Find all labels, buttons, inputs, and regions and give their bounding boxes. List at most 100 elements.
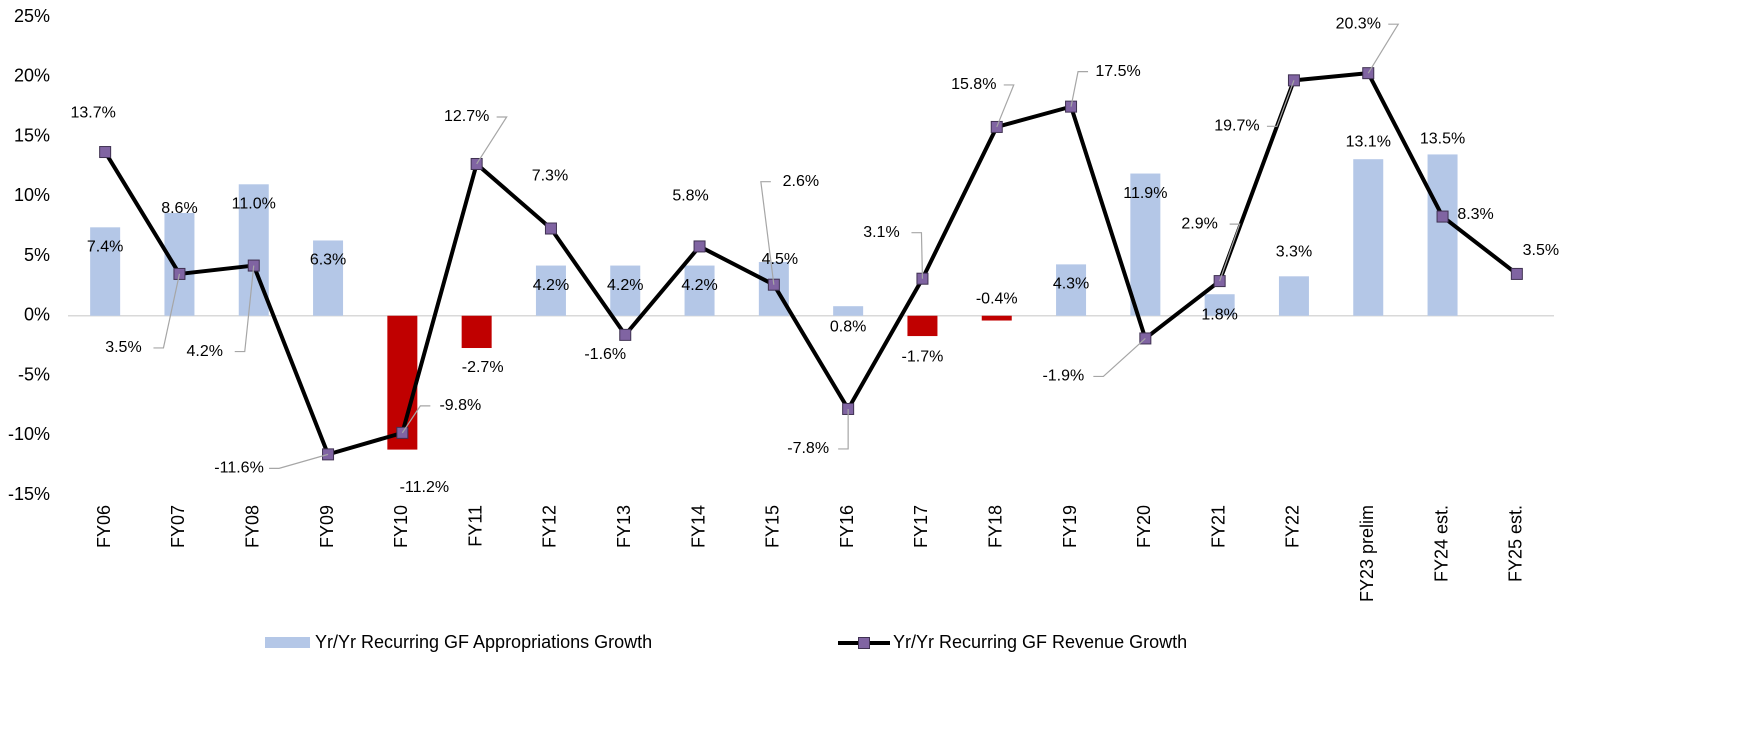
x-tick-label: FY08 bbox=[243, 505, 263, 548]
line-value-label: 19.7% bbox=[1214, 118, 1259, 135]
marker bbox=[693, 240, 706, 253]
line-value-label: -7.8% bbox=[787, 440, 829, 457]
bar-value-label: 0.8% bbox=[830, 318, 866, 335]
y-tick-label: -15% bbox=[8, 484, 50, 504]
x-tick-label: FY11 bbox=[465, 505, 485, 547]
bar bbox=[833, 306, 864, 316]
line-value-label: -9.8% bbox=[439, 397, 481, 414]
bar bbox=[981, 315, 1012, 321]
bar-value-label: -0.4% bbox=[976, 291, 1018, 308]
legend-label: Yr/Yr Recurring GF Appropriations Growth bbox=[315, 632, 652, 652]
bar-value-label: 1.8% bbox=[1201, 306, 1237, 323]
line-value-label: 7.3% bbox=[532, 168, 568, 185]
bar bbox=[1427, 154, 1458, 316]
line-value-label: 2.9% bbox=[1181, 215, 1217, 232]
leader-line bbox=[476, 116, 508, 165]
bar-value-label: 4.2% bbox=[533, 277, 569, 294]
line-value-label: -11.6% bbox=[214, 460, 264, 477]
y-tick-label: 0% bbox=[24, 305, 50, 325]
bar bbox=[535, 265, 566, 316]
x-tick-label: FY09 bbox=[317, 505, 337, 548]
line-value-label: 3.5% bbox=[105, 339, 141, 356]
bar-value-label: -2.7% bbox=[462, 359, 504, 376]
x-tick-label: FY14 bbox=[688, 505, 708, 548]
leader-line bbox=[1219, 223, 1241, 282]
bar-value-label: 6.3% bbox=[310, 252, 346, 269]
leader-line bbox=[1266, 80, 1295, 127]
line-value-label: 4.2% bbox=[187, 343, 223, 360]
leader-line bbox=[401, 405, 431, 434]
x-tick-label: FY19 bbox=[1060, 505, 1080, 548]
leader-line bbox=[153, 273, 181, 349]
y-tick-label: 15% bbox=[14, 125, 50, 145]
bar-value-label: -11.2% bbox=[400, 479, 450, 496]
bar bbox=[1056, 264, 1087, 316]
legend-label: Yr/Yr Recurring GF Revenue Growth bbox=[893, 632, 1187, 652]
leader-line bbox=[760, 181, 775, 285]
leader-line bbox=[911, 232, 924, 279]
bar-value-label: 3.3% bbox=[1276, 244, 1312, 261]
x-tick-label: FY21 bbox=[1208, 505, 1228, 548]
y-tick-label: 20% bbox=[14, 66, 50, 86]
bar-value-label: 4.5% bbox=[762, 251, 798, 268]
marker bbox=[619, 328, 632, 341]
bar-value-label: 7.4% bbox=[87, 239, 123, 256]
y-tick-label: 10% bbox=[14, 185, 50, 205]
legend-marker bbox=[858, 637, 870, 649]
x-tick-label: FY22 bbox=[1283, 505, 1303, 548]
bar-value-label: 11.0% bbox=[232, 196, 276, 213]
bar bbox=[164, 212, 195, 316]
marker bbox=[99, 146, 112, 159]
leader-line bbox=[1367, 23, 1400, 74]
x-tick-label: FY18 bbox=[986, 505, 1006, 548]
x-tick-label: FY16 bbox=[837, 505, 857, 548]
legend-swatch bbox=[265, 637, 310, 648]
leader-line bbox=[838, 408, 849, 450]
marker bbox=[1436, 210, 1449, 223]
x-tick-label: FY07 bbox=[168, 505, 188, 548]
bar-value-label: 13.5% bbox=[1420, 131, 1465, 148]
bar bbox=[90, 227, 121, 316]
y-tick-label: -10% bbox=[8, 424, 50, 444]
bar bbox=[1278, 276, 1309, 316]
line-value-label: 17.5% bbox=[1095, 63, 1140, 80]
bar bbox=[1204, 294, 1235, 316]
y-tick-label: -5% bbox=[18, 364, 50, 384]
bar-value-label: 4.2% bbox=[607, 277, 643, 294]
line-value-label: 15.8% bbox=[951, 76, 996, 93]
bar-value-label: 4.3% bbox=[1053, 276, 1089, 293]
bar bbox=[907, 315, 938, 337]
x-tick-label: FY06 bbox=[94, 505, 114, 548]
marker bbox=[544, 222, 557, 235]
leader-line bbox=[1070, 71, 1089, 107]
bar-value-label: 11.9% bbox=[1123, 185, 1167, 202]
line-value-label: 3.5% bbox=[1523, 242, 1559, 259]
leader-line bbox=[1093, 338, 1146, 378]
line-value-label: 2.6% bbox=[783, 173, 819, 190]
x-tick-label: FY12 bbox=[540, 505, 560, 548]
line-value-label: 5.8% bbox=[672, 188, 708, 205]
line-value-label: 12.7% bbox=[444, 108, 489, 125]
bar bbox=[461, 315, 492, 349]
line-value-label: 3.1% bbox=[863, 224, 899, 241]
leader-line bbox=[234, 265, 255, 353]
x-tick-label: FY23 prelim bbox=[1357, 505, 1377, 602]
y-tick-label: 5% bbox=[24, 245, 50, 265]
line-value-label: 8.3% bbox=[1457, 206, 1493, 223]
bar-value-label: 4.2% bbox=[681, 277, 717, 294]
bar bbox=[1130, 173, 1161, 316]
leader-line bbox=[996, 84, 1015, 128]
leader-line bbox=[269, 453, 329, 469]
bar bbox=[1353, 159, 1384, 316]
x-tick-label: FY13 bbox=[614, 505, 634, 548]
line-value-label: 20.3% bbox=[1336, 15, 1381, 32]
x-tick-label: FY20 bbox=[1134, 505, 1154, 548]
line-value-label: -1.6% bbox=[584, 346, 626, 363]
bar-value-label: -1.7% bbox=[902, 348, 944, 365]
x-tick-label: FY25 est. bbox=[1506, 505, 1526, 582]
bar bbox=[684, 265, 715, 316]
bar-value-label: 13.1% bbox=[1346, 133, 1391, 150]
x-tick-label: FY24 est. bbox=[1431, 505, 1451, 582]
x-tick-label: FY17 bbox=[911, 505, 931, 548]
